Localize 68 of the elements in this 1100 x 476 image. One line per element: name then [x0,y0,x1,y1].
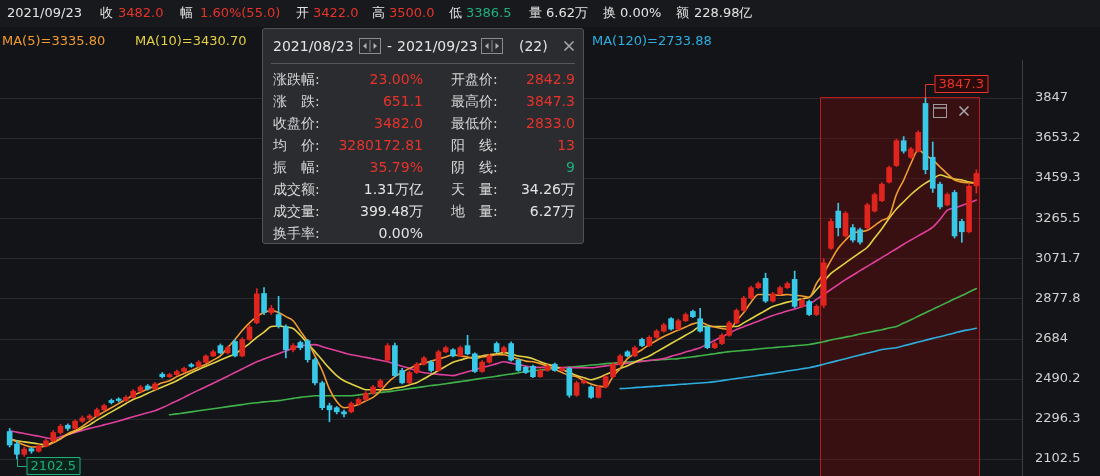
text: 3482.0 [118,5,164,21]
text: 开 [296,5,309,21]
y-tick-label: 3265.5 [1035,209,1081,225]
annotation: 35.79% [369,158,423,176]
annotation: 1.31万亿 [363,180,423,198]
annotation: 涨 跌: [273,92,320,110]
annotation: 3482.0 [374,114,423,132]
text: 3500.0 [389,5,435,21]
text: MA(120)=2733.88 [592,33,712,49]
annotation: 均 价: [273,136,320,154]
annotation: 2833.0 [526,114,575,132]
text: 228.98亿 [694,5,753,21]
annotation: 开盘价: [451,70,498,88]
annotation: 0.00% [378,224,423,242]
y-tick-label: 3071.7 [1035,249,1081,265]
annotation: 3847.3 [526,92,575,110]
text: MA(10)=3430.70 [135,33,247,49]
text: 收 [100,5,113,21]
y-tick-label: 2296.3 [1035,410,1081,426]
y-tick-label: 2102.5 [1035,450,1081,466]
text: - [387,37,393,55]
annotation: 天 量: [451,180,498,198]
text: 0.00% [620,5,662,21]
y-tick-label: 3459.3 [1035,169,1081,185]
annotation: 2102.5 [30,458,76,474]
line-series [168,287,978,416]
annotation: 振 幅: [273,158,320,176]
annotation: 阴 线: [451,158,498,176]
annotation: 2842.9 [526,70,575,88]
annotation: 涨跌幅: [273,70,320,88]
annotation: 9 [566,158,575,176]
text: MA(5)=3335.80 [2,33,106,49]
annotation: 3847.3 [938,76,984,92]
y-tick-label: 3847 [1035,89,1069,105]
annotation: 成交量: [273,202,320,220]
annotation: 6.27万 [529,202,575,220]
y-tick-label: 2684 [1035,329,1069,345]
annotation: 34.26万 [520,180,575,198]
text: 高 [372,5,385,21]
text: 3422.0 [313,5,359,21]
text: 3386.5 [466,5,512,21]
text: 6.62万 [546,5,588,21]
line-series [619,327,978,390]
annotation: 最低价: [451,114,498,132]
text: 量 [529,5,542,21]
text: 2021/09/23 [397,37,478,55]
text: 换 [603,5,616,21]
annotation: 3280172.81 [338,136,423,154]
text: 1.60%(55.0) [200,5,281,21]
y-tick-label: 3653.2 [1035,129,1081,145]
annotation: 换手率: [273,224,320,242]
annotation: 最高价: [451,92,498,110]
annotation: 地 量: [451,202,498,220]
text: 2021/09/23 [7,5,82,21]
annotation: 23.00% [369,70,423,88]
y-tick-label: 2877.8 [1035,289,1081,305]
annotation: 399.48万 [360,202,423,220]
text: 2021/08/23 [273,37,354,55]
text: (22) [519,37,548,55]
annotation: 阳 线: [451,136,498,154]
y-tick-label: 2490.2 [1035,370,1081,386]
text: 低 [449,5,462,21]
text: 额 [676,5,689,21]
annotation: 收盘价: [273,114,320,132]
annotation: 13 [557,136,575,154]
text: 幅 [180,5,193,21]
annotation: 651.1 [382,92,423,110]
annotation: 成交额: [273,180,320,198]
